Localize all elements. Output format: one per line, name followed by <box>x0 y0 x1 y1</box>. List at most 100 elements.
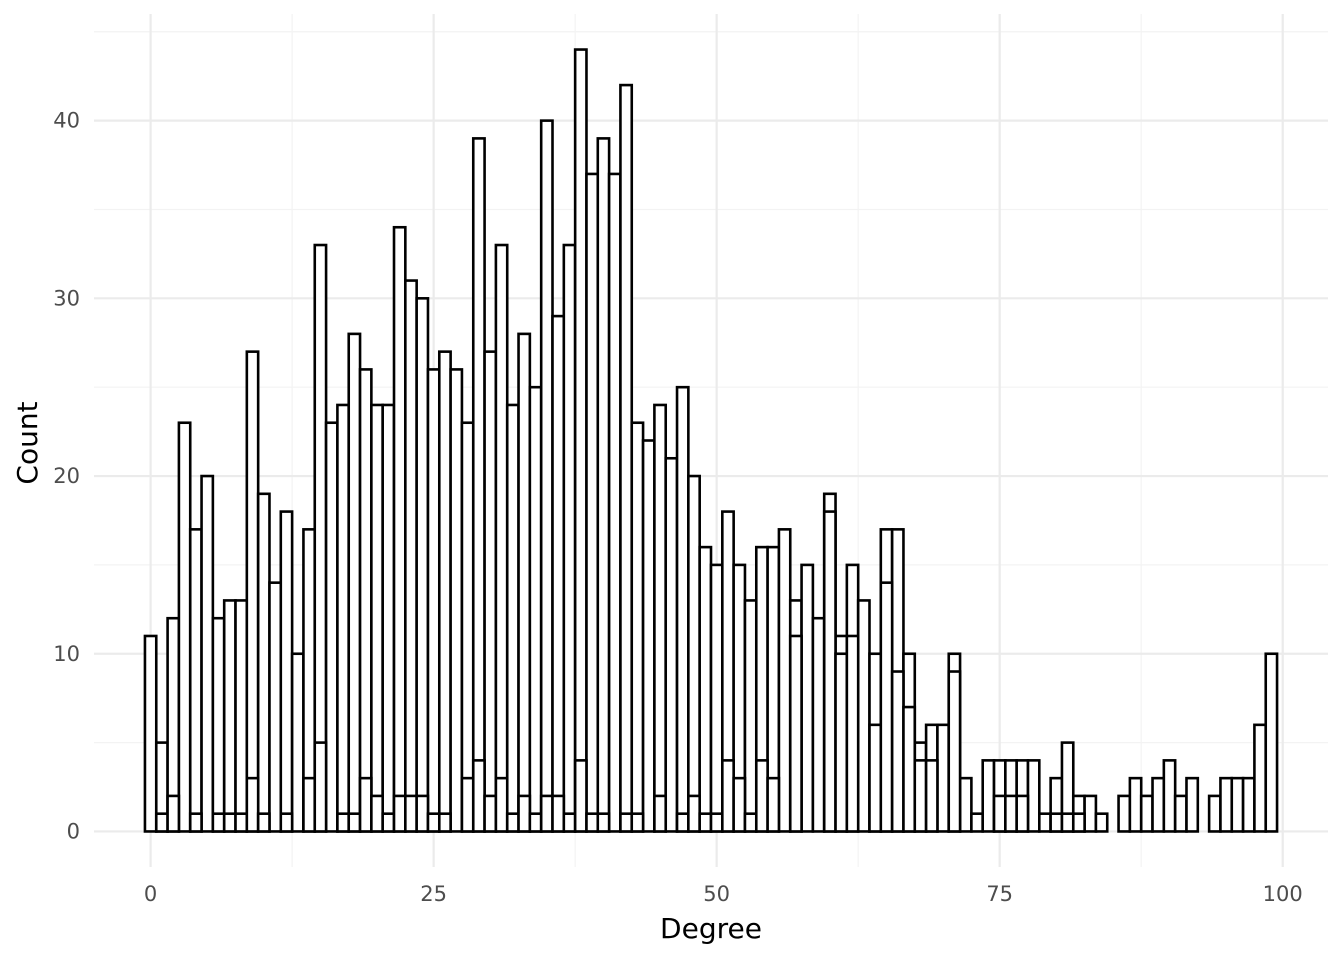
histogram-bar <box>1151 776 1166 833</box>
histogram-bar <box>1060 812 1075 833</box>
histogram-bar <box>698 812 713 833</box>
y-tick-label: 40 <box>53 109 80 133</box>
histogram-bar <box>268 581 283 833</box>
histogram-bar <box>370 794 384 833</box>
histogram-bar <box>596 137 611 833</box>
histogram-bar <box>1173 794 1188 833</box>
histogram-bar <box>800 563 815 833</box>
histogram-bar <box>505 812 520 833</box>
histogram-bar <box>154 812 169 833</box>
histogram-bars <box>143 48 1279 833</box>
histogram-bar <box>596 812 611 833</box>
histogram-bar <box>664 456 679 833</box>
histogram-bar <box>562 243 577 833</box>
histogram-bar <box>517 332 532 833</box>
histogram-bar <box>653 403 668 833</box>
histogram-bar <box>992 794 1007 833</box>
histogram-bar <box>279 812 294 833</box>
histogram-bar <box>234 599 249 833</box>
histogram-bar <box>426 368 441 833</box>
histogram-bar <box>1004 794 1018 833</box>
histogram-bar <box>573 48 588 833</box>
histogram-bar <box>404 279 418 833</box>
histogram-bar <box>732 776 747 833</box>
histogram-bar <box>1264 652 1279 833</box>
histogram-bar <box>404 794 418 833</box>
histogram-bar <box>460 421 475 833</box>
histogram-bar <box>630 421 645 833</box>
histogram-bar <box>1207 794 1222 833</box>
histogram-bar <box>188 528 203 833</box>
histogram-bar <box>1162 759 1177 833</box>
histogram-bar <box>1071 812 1086 833</box>
histogram-bar <box>1128 776 1143 833</box>
series-2 <box>154 510 1086 833</box>
histogram-bar <box>834 652 849 833</box>
x-tick-label: 0 <box>144 882 157 906</box>
histogram-bar <box>528 385 543 833</box>
histogram-bar <box>970 812 985 833</box>
histogram-bar <box>539 794 554 833</box>
histogram-bar <box>347 332 362 833</box>
histogram-bar <box>494 243 509 833</box>
histogram-bar <box>370 403 384 833</box>
histogram-bar <box>822 510 837 833</box>
histogram-bar <box>1038 812 1052 833</box>
histogram-bar <box>947 670 962 833</box>
histogram-bar <box>1015 794 1030 833</box>
histogram-bar <box>1185 776 1200 833</box>
histogram-bar <box>936 723 951 833</box>
histogram-bar <box>754 759 769 833</box>
histogram-bar <box>494 776 509 833</box>
histogram-bar <box>234 812 249 833</box>
histogram-bar <box>1219 776 1234 833</box>
histogram-bar <box>358 776 373 833</box>
histogram-bar <box>551 794 566 833</box>
histogram-bar <box>471 759 486 833</box>
histogram-bar <box>415 794 430 833</box>
histogram-bar <box>868 723 883 833</box>
histogram-bar <box>437 350 452 833</box>
y-tick-label: 10 <box>53 642 80 666</box>
histogram-bar <box>653 794 668 833</box>
histogram-bar <box>256 492 271 833</box>
histogram-bar <box>517 794 532 833</box>
y-tick-label: 20 <box>53 464 80 488</box>
x-tick-label: 25 <box>420 882 447 906</box>
histogram-bar <box>743 812 758 833</box>
histogram-bar <box>392 794 407 833</box>
histogram-bar <box>471 137 486 833</box>
histogram-bar <box>958 776 973 833</box>
histogram-bar <box>777 528 792 833</box>
y-tick-label: 0 <box>67 819 80 843</box>
histogram-bar <box>890 670 905 833</box>
histogram-bar <box>392 225 407 833</box>
histogram-bar <box>437 812 452 833</box>
histogram-bar <box>721 759 735 833</box>
histogram-bar <box>460 776 475 833</box>
histogram-bar <box>336 812 351 833</box>
histogram-bar <box>358 368 373 833</box>
histogram-bar <box>551 314 566 833</box>
histogram-bar <box>381 403 396 833</box>
histogram-bar <box>426 812 441 833</box>
histogram-bar <box>483 794 498 833</box>
x-tick-label: 100 <box>1263 882 1303 906</box>
histogram-bar <box>539 119 554 833</box>
histogram-bar <box>415 297 430 833</box>
histogram-bar <box>1094 812 1109 833</box>
histogram-bar <box>302 776 317 833</box>
y-axis-title: Count <box>11 401 44 484</box>
histogram-bar <box>630 812 645 833</box>
histogram-bar <box>709 563 724 833</box>
histogram-bar <box>211 812 226 833</box>
histogram-bar <box>245 776 260 833</box>
histogram-bar <box>641 439 656 833</box>
histogram-bar <box>607 172 622 833</box>
histogram-bar <box>675 385 690 833</box>
histogram-bar <box>913 759 928 833</box>
histogram-bar <box>200 474 215 833</box>
histogram-bar <box>528 812 543 833</box>
series-1 <box>143 48 1279 833</box>
